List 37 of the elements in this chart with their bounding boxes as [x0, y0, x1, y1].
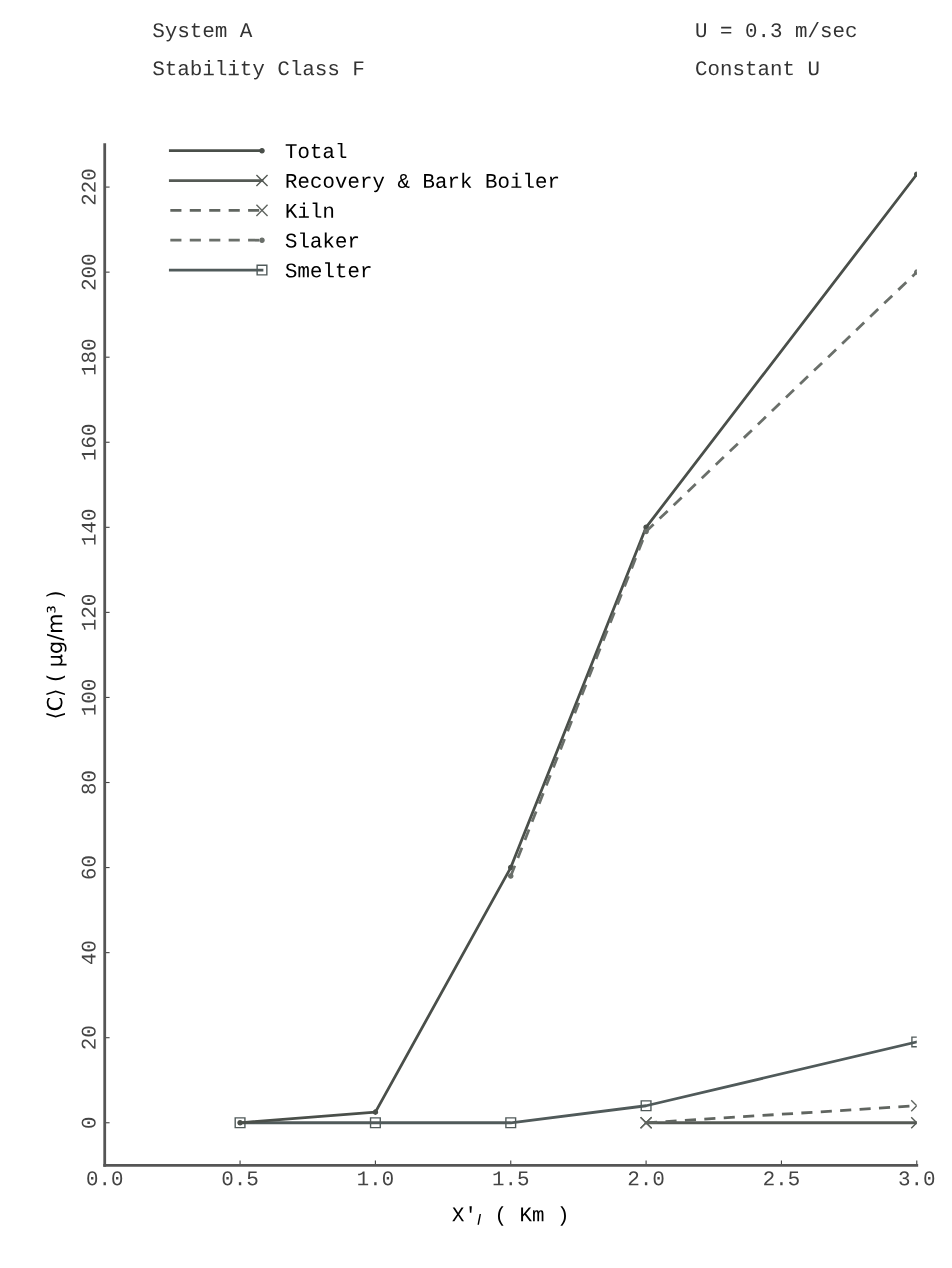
point: [369, 1117, 381, 1129]
y-axis-title: ⟨C⟩ ( μg/m³ ): [46, 592, 67, 718]
point: [507, 864, 514, 871]
y-tick-label: 220: [81, 169, 96, 205]
y-tick-label: 20: [81, 1026, 96, 1049]
x-axis-title: X'$_{I}$ ( Km ): [452, 1206, 566, 1226]
point: [507, 873, 514, 879]
legend-label: Slaker: [285, 232, 359, 248]
point: [643, 528, 649, 535]
text: Constant U: [696, 61, 819, 76]
point: [505, 1117, 517, 1129]
legend-label: Recovery & Bark Boiler: [286, 172, 559, 193]
y-tick-label: 120: [81, 594, 96, 630]
text: System A: [153, 23, 253, 42]
x-tick-label: 2.0: [628, 1171, 664, 1186]
x-tick-label: 3.0: [899, 1171, 935, 1186]
text: U = 0.3 m/sec: [696, 21, 856, 38]
y-tick-label: 160: [81, 424, 96, 460]
y-tick-label: 60: [81, 856, 96, 879]
x-tick-label: 1.0: [358, 1171, 393, 1186]
legend-label: Smelter: [285, 262, 371, 278]
legend-label: Kiln: [286, 202, 334, 218]
point: [372, 1109, 379, 1115]
y-tick-label: 200: [81, 254, 96, 290]
point: [640, 1100, 652, 1112]
y-tick-label: 100: [81, 679, 96, 715]
x-tick-label: 0.0: [87, 1171, 123, 1186]
x-tick-label: 1.5: [493, 1171, 529, 1186]
y-tick-label: 0: [81, 1117, 96, 1128]
x-tick-label: 2.5: [764, 1171, 799, 1186]
y-tick-label: 80: [81, 771, 96, 794]
y-tick-label: 140: [81, 509, 96, 545]
y-tick-label: 40: [81, 941, 96, 965]
legend-label: Total: [285, 142, 347, 159]
y-tick-label: 180: [81, 339, 96, 375]
x-tick-label: 0.5: [222, 1171, 258, 1186]
text: Stability Class F: [153, 60, 364, 80]
